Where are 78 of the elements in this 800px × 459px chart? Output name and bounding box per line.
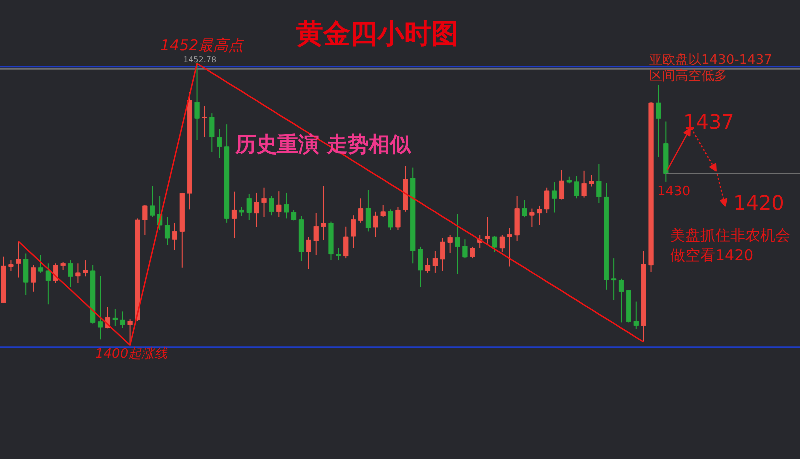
- candlestick: [83, 260, 88, 278]
- candlestick: [559, 170, 565, 200]
- candlestick: [269, 196, 274, 216]
- candlestick: [388, 209, 394, 231]
- candlestick: [336, 248, 342, 262]
- chart-title: 黄金四小时图: [296, 19, 458, 50]
- candlestick: [262, 187, 267, 218]
- candlestick: [202, 106, 208, 138]
- candlestick: [232, 191, 238, 239]
- annotation: 历史重演 走势相似: [234, 132, 412, 156]
- candlestick: [314, 212, 319, 256]
- text: 1420: [734, 191, 784, 215]
- candlestick: [574, 176, 580, 200]
- candlestick: [217, 128, 222, 159]
- candlestick: [530, 208, 535, 228]
- candlestick: [53, 263, 58, 284]
- candlestick: [194, 62, 200, 141]
- candlestick: [276, 191, 282, 218]
- candlestick: [544, 187, 550, 214]
- candlestick: [321, 186, 326, 241]
- candlestick: [656, 84, 662, 158]
- candlestick: [618, 278, 624, 324]
- candlestick: [507, 228, 512, 268]
- candlestick: [30, 264, 36, 292]
- candlestick: [239, 206, 244, 217]
- candlestick: [246, 194, 252, 221]
- candlestick: [522, 200, 528, 218]
- candlestick: [98, 276, 104, 340]
- text: 美盘抓住非农机会做空看1420: [670, 226, 790, 264]
- candlestick: [425, 258, 431, 274]
- annotation: 亚欧盘以1430-1437: [650, 53, 772, 68]
- candlestick: [16, 241, 22, 278]
- candlestick: [164, 216, 170, 246]
- candlestick: [462, 239, 468, 260]
- candlestick: [306, 236, 312, 270]
- candlestick: [150, 186, 156, 218]
- annotation: 区间高空低多: [650, 68, 728, 84]
- candlestick: [612, 258, 617, 301]
- candlestick: [552, 182, 558, 214]
- candlestick: [120, 311, 126, 329]
- candlestick: [358, 198, 364, 224]
- candlestick: [351, 215, 356, 249]
- candlestick: [24, 253, 29, 296]
- candlestick: [210, 113, 215, 153]
- annotation: 1452.78: [184, 56, 217, 64]
- candlestick: [500, 234, 505, 253]
- candlestick: [440, 238, 446, 272]
- candlestick: [537, 205, 542, 226]
- text: 1400起涨线: [96, 347, 169, 362]
- candlestick: [46, 263, 51, 306]
- candlestick: [470, 246, 476, 260]
- candlestick: [380, 204, 386, 218]
- candlestick: [38, 254, 44, 274]
- candlestick: [582, 170, 587, 198]
- candlestick: [112, 308, 118, 327]
- candlestick: [366, 190, 372, 232]
- candlestick: [396, 206, 401, 231]
- candlestick: [284, 192, 290, 220]
- annotation: 1430: [658, 184, 691, 200]
- candlestick: [373, 211, 378, 238]
- candlestick: [448, 234, 453, 254]
- candlestick: [492, 236, 498, 253]
- candlestick: [254, 192, 260, 228]
- candlestick: [76, 263, 81, 284]
- candlestick: [418, 246, 424, 288]
- candlestick: [596, 164, 602, 204]
- candlestick: [8, 260, 14, 272]
- candlestick: [142, 204, 148, 236]
- text: 1452最高点: [160, 36, 246, 54]
- candlestick: [484, 216, 490, 244]
- candlestick: [455, 214, 460, 275]
- candlestick: [432, 250, 438, 274]
- candlestick: [172, 223, 178, 251]
- text: 1437: [684, 110, 734, 134]
- candlestick: [589, 174, 594, 188]
- candlestick: [344, 226, 349, 260]
- candlestick: [634, 301, 639, 330]
- candlestick: [68, 260, 74, 288]
